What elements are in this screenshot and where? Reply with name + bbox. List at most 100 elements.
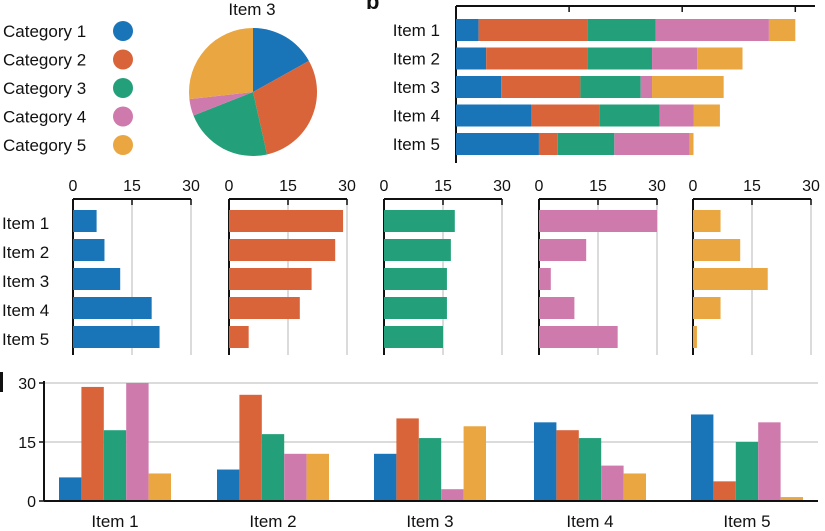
tick-label: 15: [279, 178, 297, 195]
stacked-bar-segment: [580, 76, 641, 98]
tick-label: 15: [434, 178, 452, 195]
stacked-bar-segment: [557, 133, 615, 155]
tick-label: 0: [380, 178, 389, 195]
legend: Category 1 Category 2 Category 3 Category 4…: [3, 21, 133, 155]
bar: [306, 453, 329, 501]
bar: [691, 414, 714, 501]
stacked-bar-segment: [531, 104, 600, 127]
legend-swatch: [113, 106, 133, 127]
grouped-bar-chart: 0 15 30 Item 1 Item 2 Item 3 Item 4 Item 5: [0, 372, 818, 531]
bar: [261, 434, 285, 501]
category-label: Item 3: [2, 272, 49, 291]
category-label: Item 5: [393, 135, 440, 154]
legend-label: Category 1: [3, 22, 86, 41]
bar: [81, 386, 104, 501]
bar: [73, 268, 121, 290]
small-multiples-bar-charts: Item 1 Item 2 Item 3 Item 4 Item 5 0 15 30 0 15 30…: [2, 178, 820, 355]
tick-label: 30: [182, 178, 200, 195]
category-label: Item 4: [393, 107, 440, 126]
bar: [693, 297, 721, 319]
bar: [384, 210, 455, 232]
stacked-bar-segment: [652, 47, 698, 70]
stacked-bar-segment: [456, 133, 539, 155]
bar: [539, 326, 618, 348]
small-multiple-panel: 0 15 30: [380, 178, 511, 355]
bar: [578, 438, 602, 501]
pie-slice: [193, 92, 268, 156]
pie-chart: Item 3: [189, 0, 318, 156]
stacked-bar-segment: [697, 47, 743, 70]
tick-label: 0: [689, 178, 698, 195]
category-label: Item 1: [393, 21, 440, 40]
category-label: Item 3: [393, 78, 440, 97]
category-label: Item 5: [723, 512, 770, 531]
tick-label: 30: [493, 178, 511, 195]
bar: [780, 497, 803, 501]
small-multiple-panel: 0 15 30: [689, 178, 820, 355]
stacked-bar-segment: [456, 19, 479, 41]
pie-title: Item 3: [228, 0, 275, 19]
bar: [735, 442, 759, 501]
bar: [103, 430, 127, 501]
tick-label: 0: [27, 494, 36, 511]
tick-label: 15: [18, 435, 36, 452]
stacked-bar-segment: [599, 104, 660, 127]
tick-label: 0: [225, 178, 234, 195]
pie-slice: [189, 92, 253, 116]
legend-label: Category 3: [3, 79, 86, 98]
stacked-bar-segment: [538, 133, 558, 155]
stacked-bar-segment: [456, 47, 487, 70]
panel-label: b: [366, 0, 379, 14]
bar: [384, 297, 447, 319]
stacked-bar-segment: [640, 76, 653, 98]
tick-label: 30: [802, 178, 820, 195]
bar: [693, 326, 697, 348]
bar: [539, 239, 587, 261]
pie-slice: [189, 28, 253, 100]
bar: [418, 438, 442, 501]
stacked-bar-segment: [652, 76, 724, 98]
category-label: Item 2: [249, 512, 296, 531]
stacked-bar-segment: [478, 19, 588, 41]
bar: [229, 297, 300, 319]
stacked-bar-segment: [486, 47, 588, 70]
bar: [73, 239, 105, 261]
bar: [758, 422, 781, 501]
bar: [229, 210, 344, 232]
category-label: Item 4: [2, 301, 49, 320]
bar: [441, 489, 464, 501]
stacked-bar-segment: [655, 19, 769, 41]
bar: [73, 297, 152, 319]
bar: [73, 210, 97, 232]
tick-label: 15: [743, 178, 761, 195]
legend-label: Category 5: [3, 136, 86, 155]
bar: [59, 477, 82, 501]
bar: [713, 481, 736, 501]
category-label: Item 4: [566, 512, 613, 531]
tick-label: 30: [18, 376, 36, 393]
category-label: Item 3: [406, 512, 453, 531]
stacked-bar-segment: [587, 47, 653, 70]
bar: [463, 426, 486, 501]
tick-label: 15: [589, 178, 607, 195]
bar: [534, 422, 557, 501]
bar: [693, 268, 768, 290]
tick-label: 30: [338, 178, 356, 195]
category-label: Item 1: [91, 512, 138, 531]
small-multiple-panel: 0 15 30: [69, 178, 200, 355]
bar: [396, 418, 419, 501]
tick-label: 0: [69, 178, 78, 195]
stacked-bar-segment: [587, 19, 656, 41]
bar: [229, 239, 336, 261]
stacked-bar-segment: [456, 104, 532, 127]
bar: [539, 210, 657, 232]
legend-swatch: [113, 21, 133, 41]
tick-label: 15: [123, 178, 141, 195]
stacked-bar-segment: [659, 104, 694, 127]
bar: [601, 465, 624, 501]
bar: [384, 326, 443, 348]
small-multiple-panel: 0 15 30: [225, 178, 356, 355]
bar: [217, 469, 240, 501]
bar: [539, 268, 551, 290]
